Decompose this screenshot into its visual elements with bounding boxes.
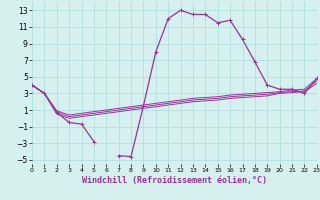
X-axis label: Windchill (Refroidissement éolien,°C): Windchill (Refroidissement éolien,°C) xyxy=(82,176,267,185)
